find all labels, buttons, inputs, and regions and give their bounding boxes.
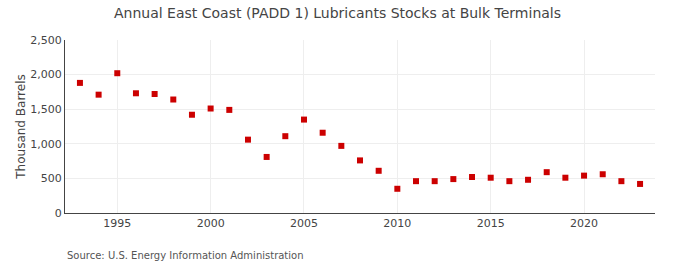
svg-text:2015: 2015 bbox=[477, 217, 505, 230]
svg-text:2010: 2010 bbox=[383, 217, 411, 230]
svg-text:1995: 1995 bbox=[103, 217, 131, 230]
svg-text:Annual East Coast (PADD 1) Lub: Annual East Coast (PADD 1) Lubricants St… bbox=[114, 5, 561, 21]
svg-text:500: 500 bbox=[41, 172, 62, 185]
svg-text:2,000: 2,000 bbox=[30, 68, 62, 81]
svg-text:0: 0 bbox=[55, 207, 62, 220]
svg-text:2020: 2020 bbox=[570, 217, 598, 230]
svg-text:Source: U.S. Energy Informatio: Source: U.S. Energy Information Administ… bbox=[67, 250, 304, 261]
svg-text:2000: 2000 bbox=[197, 217, 225, 230]
svg-text:1,500: 1,500 bbox=[30, 103, 62, 116]
svg-text:2,500: 2,500 bbox=[30, 34, 62, 47]
svg-text:Thousand Barrels: Thousand Barrels bbox=[14, 74, 28, 179]
svg-text:2005: 2005 bbox=[290, 217, 318, 230]
svg-text:1,000: 1,000 bbox=[30, 138, 62, 151]
